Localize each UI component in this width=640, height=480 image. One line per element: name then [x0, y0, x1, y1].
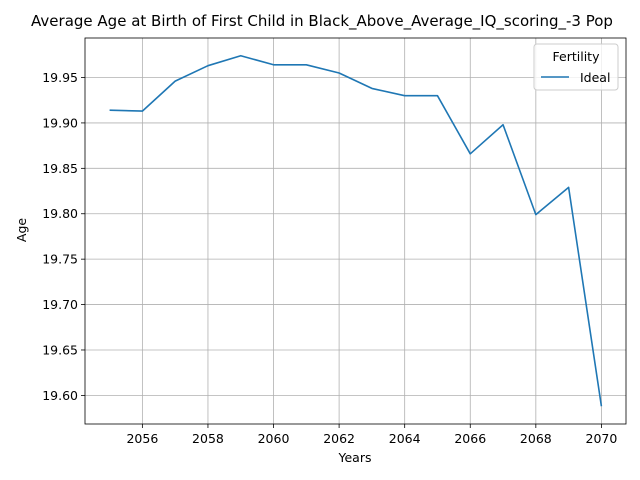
plot-frame — [84, 37, 627, 425]
x-tick-label: 2064 — [389, 431, 421, 446]
y-axis: 19.60 19.65 19.70 19.75 19.80 19.85 19.90 19.95 — [42, 70, 85, 403]
y-tick-label: 19.80 — [42, 206, 78, 221]
y-tick-label: 19.90 — [42, 115, 78, 130]
series-layer — [109, 54, 603, 407]
legend-box — [533, 43, 619, 91]
y-axis-label: Age — [14, 218, 29, 242]
x-tick-label: 2062 — [323, 431, 355, 446]
series-line-ideal — [109, 54, 603, 407]
x-axis: 2056 2058 2060 2062 2064 2066 2068 2070 — [126, 424, 617, 446]
x-tick-label: 2060 — [258, 431, 290, 446]
legend: Fertility Ideal — [533, 43, 619, 91]
y-tick-label: 19.85 — [42, 161, 78, 176]
x-tick-label: 2070 — [586, 431, 618, 446]
grid-lines — [85, 38, 626, 424]
y-tick-label: 19.60 — [42, 388, 78, 403]
y-tick-label: 19.65 — [42, 342, 78, 357]
legend-title: Fertility — [553, 49, 601, 64]
x-tick-label: 2056 — [126, 431, 158, 446]
legend-label-ideal: Ideal — [580, 70, 610, 85]
y-tick-label: 19.95 — [42, 70, 78, 85]
chart-title: Average Age at Birth of First Child in B… — [31, 12, 613, 31]
y-tick-label: 19.75 — [42, 252, 78, 267]
x-tick-label: 2066 — [454, 431, 486, 446]
x-tick-label: 2058 — [192, 431, 224, 446]
y-tick-label: 19.70 — [42, 297, 78, 312]
x-axis-label: Years — [338, 450, 372, 465]
x-tick-label: 2068 — [520, 431, 552, 446]
